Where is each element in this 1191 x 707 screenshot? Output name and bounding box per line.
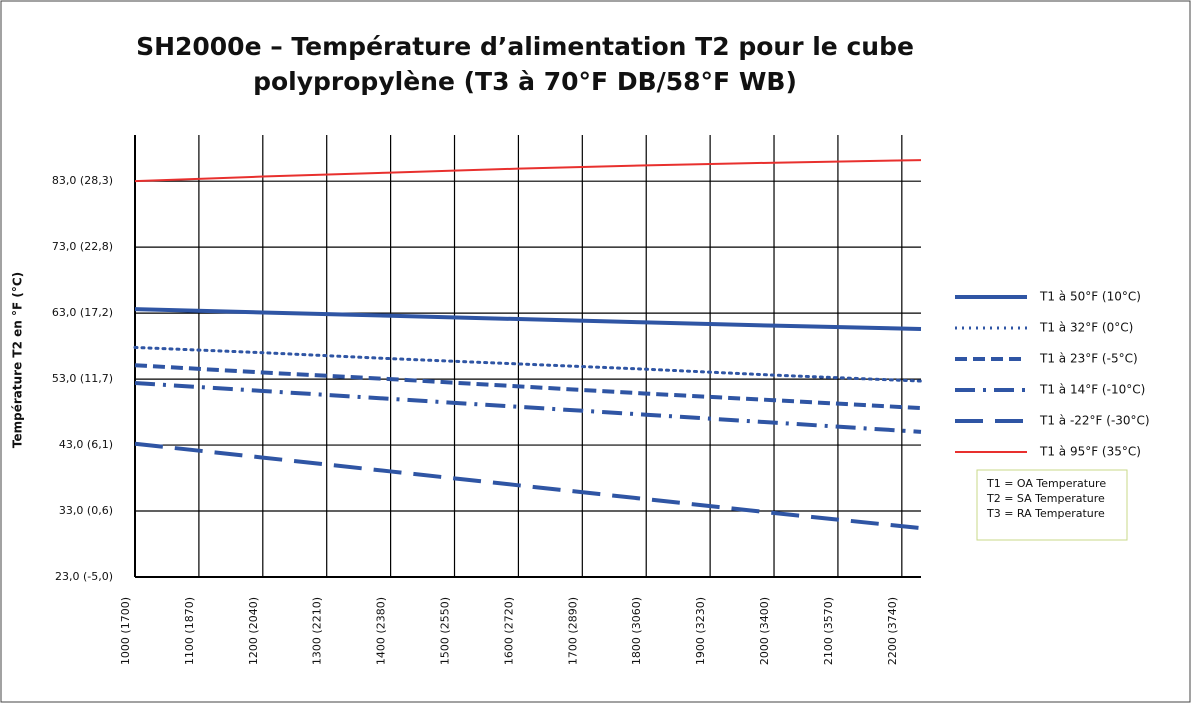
x-tick-label: 1200 (2040) <box>247 597 260 665</box>
x-tick-label: 2200 (3740) <box>886 597 899 665</box>
x-tick-label: 1900 (3230) <box>694 597 707 665</box>
x-tick-label: 1400 (2380) <box>375 597 388 665</box>
legend-label: T1 à 32°F (0°C) <box>1039 321 1133 335</box>
series-line <box>133 345 923 383</box>
x-tick-label: 2100 (3570) <box>822 597 835 665</box>
x-tick-label: 1500 (2550) <box>439 597 452 665</box>
legend-label: T1 à -22°F (-30°C) <box>1039 414 1150 428</box>
x-tick-label: 1800 (3060) <box>630 597 643 665</box>
x-tick-label: 1700 (2890) <box>566 597 579 665</box>
note-text: T3 = RA Temperature <box>986 507 1105 520</box>
series-line <box>134 381 922 434</box>
chart-title: SH2000e – Température d’alimentation T2 … <box>136 32 914 61</box>
y-axis-label: Température T2 en °F (°C) <box>11 272 25 448</box>
x-tick-label: 1000 (1700) <box>119 597 132 665</box>
x-tick-label: 1100 (1870) <box>183 597 196 665</box>
x-tick-label: 1300 (2210) <box>311 597 324 665</box>
y-tick-label: 83,0 (28,3) <box>52 174 113 187</box>
x-tick-label: 1600 (2720) <box>502 597 515 665</box>
y-tick-label: 73,0 (22,8) <box>52 240 113 253</box>
series-line <box>134 363 922 411</box>
y-tick-label: 33,0 (0,6) <box>59 504 113 517</box>
legend-label: T1 à 14°F (-10°C) <box>1039 383 1145 397</box>
y-tick-label: 23,0 (-5,0) <box>55 570 113 583</box>
note-text: T1 = OA Temperature <box>986 477 1106 490</box>
x-tick-label: 2000 (3400) <box>758 597 771 665</box>
note-box <box>976 469 1128 541</box>
note-text: T2 = SA Temperature <box>986 492 1105 505</box>
y-tick-label: 43,0 (6,1) <box>59 438 113 451</box>
y-tick-label: 63,0 (17,2) <box>52 306 113 319</box>
legend-label: T1 à 50°F (10°C) <box>1039 290 1141 304</box>
series-line <box>134 441 922 531</box>
series-line <box>134 159 922 183</box>
legend-label: T1 à 23°F (-5°C) <box>1039 352 1138 366</box>
series-line <box>134 307 922 331</box>
legend-label: T1 à 95°F (35°C) <box>1039 445 1141 459</box>
y-tick-label: 53,0 (11,7) <box>52 372 113 385</box>
chart-title: polypropylène (T3 à 70°F DB/58°F WB) <box>253 67 797 96</box>
